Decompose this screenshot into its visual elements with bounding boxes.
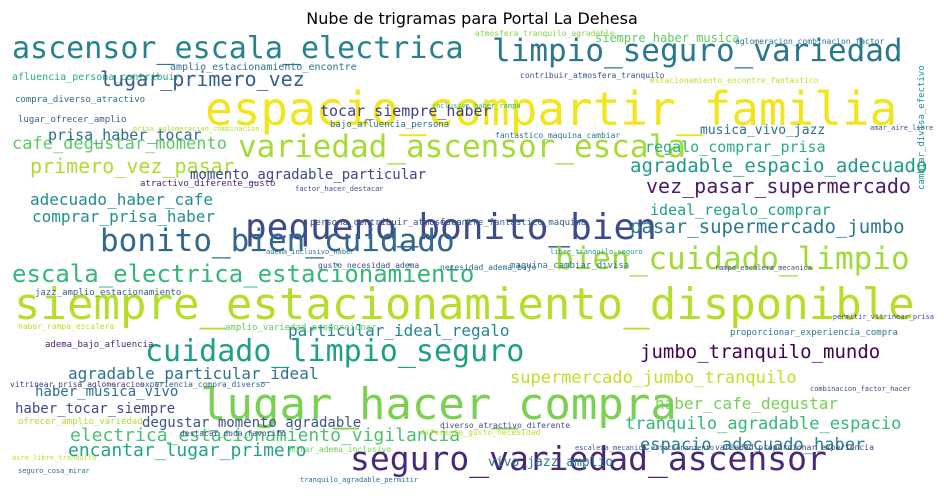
cloud-word: vez_pasar_supermercado [646, 174, 911, 198]
cloud-word: libre_tranquilo_seguro [550, 248, 643, 256]
cloud-word: ofrecer_amplio_variedad [18, 417, 143, 427]
cloud-word: espacio_compartir_familia [205, 82, 898, 136]
cloud-word: vitrinear_prisa_aglomeracion [10, 380, 145, 389]
cloud-word: inclusivo_haber_rampa [432, 102, 521, 110]
cloud-word: amplio_variedad_proporcionar [225, 323, 377, 333]
cloud-word: bonito_bien_cuidado [100, 223, 455, 259]
cloud-word: variedad_proporcionar_experiencia [715, 443, 874, 452]
cloud-word: agradable_espacio_adecuado [630, 155, 928, 177]
cloud-word: contribuir_atmosfera_tranquilo [520, 71, 665, 80]
cloud-word: gusto_necesidad_adema [318, 261, 420, 270]
cloud-word: proporcionar_experiencia_compra [730, 328, 898, 338]
cloud-word: amar_aire_libre [870, 124, 934, 132]
cloud-word: limpio_seguro_variedad [492, 33, 903, 69]
cloud-word: espacio_adecuado_haber [640, 435, 866, 455]
cloud-word: diverso_atractivo_diferente [440, 421, 571, 430]
cloud-word: atractivo_diferente_gusto [140, 179, 276, 189]
cloud-word: aire_libre_tranquilo [12, 454, 97, 462]
cloud-word: haber_tocar_siempre [15, 401, 176, 417]
cloud-word: escala_electrica_estacionamiento [12, 260, 475, 288]
chart-title: Nube de trigramas para Portal La Dehesa [306, 9, 638, 28]
cloud-word: encontre_fantastico_maquina [440, 218, 587, 228]
cloud-word: combinacion_factor_hacer [810, 385, 912, 393]
cloud-word: lugar_ofrecer_amplio [18, 115, 127, 125]
cloud-word: cambiar_divisa_efectivo [917, 65, 927, 190]
cloud-word: diferente_gusto_necesidad [420, 428, 541, 437]
word-cloud-canvas [10, 35, 934, 484]
cloud-word: comprar_prisa_haber [32, 207, 216, 226]
cloud-word: particular_ideal_regalo [288, 321, 510, 340]
cloud-word: ideal_regalo_comprar [650, 201, 831, 219]
cloud-word: compra_diverso_atractivo [15, 95, 146, 105]
cloud-word: seguro_cosa_mirar [18, 467, 90, 475]
cloud-word: momento_agradable_particular [190, 167, 427, 183]
cloud-word: necesidad_adema_bajo [440, 263, 537, 272]
cloud-word: bien_cuidado_limpio [555, 241, 910, 277]
cloud-word: experiencia_compra_diverso [140, 380, 266, 389]
cloud-word: ascensor_escala_electrica [12, 31, 464, 66]
cloud-word: amplio_estacionamiento_encontre [170, 62, 357, 73]
cloud-word: primero_vez_pasar [30, 154, 235, 178]
cloud-word: prisa_aglomeracion_combinacion [133, 125, 260, 133]
cloud-word: prisa_haber_tocar [48, 126, 202, 144]
cloud-word: cafe_degustar_momento [12, 134, 227, 154]
cloud-word: supermercado_jumbo_tranquilo [510, 368, 797, 388]
cloud-word: mirar_adema_inclusivo [290, 445, 392, 454]
cloud-word: haber_cafe_degustar [655, 394, 839, 413]
cloud-word: regalo_comprar_prisa [645, 138, 826, 156]
cloud-word: maquina_cambiar_divisa [510, 261, 630, 271]
cloud-word: degustar_momento_agradable [142, 415, 362, 431]
cloud-word: destacar_duda_favorito [180, 429, 286, 438]
cloud-word: haber_rampa_escalera [18, 322, 115, 331]
cloud-word: aglomeracion_combinacion_factor [735, 37, 885, 46]
cloud-word: persona_contribuir_atmosfera [310, 218, 462, 228]
cloud-word: lugar_hacer_compra [200, 379, 677, 430]
cloud-word: atmosfera_tranquilo_agradable [475, 29, 615, 38]
cloud-word: rampa_escalera_mecanica [715, 264, 812, 272]
cloud-word: variedad_ascensor_escala [238, 129, 686, 165]
cloud-word: tranquilo_agradable_permitir [300, 476, 419, 484]
cloud-word: pequeno_bonito_bien [245, 207, 657, 248]
cloud-word: agradable_particular_ideal [68, 364, 319, 383]
cloud-word: haber_musica_vivo [35, 384, 179, 400]
cloud-word: tranquilo_agradable_espacio [625, 414, 902, 434]
cloud-word: adema_inclusivo_haber [266, 248, 355, 256]
cloud-word: jumbo_tranquilo_mundo [640, 341, 881, 363]
cloud-word: bajo_afluencia_persona [330, 120, 450, 130]
cloud-word: seguro_variedad_ascensor [350, 439, 827, 478]
cloud-word: lugar_primero_vez [100, 67, 305, 91]
cloud-word: permitir_vitrinear_prisa [832, 313, 934, 321]
cloud-word: electrica_estacionamiento_vigilancia [70, 425, 461, 446]
cloud-word: musica_vivo_jazz [700, 123, 826, 138]
cloud-word: siempre_haber_musica [595, 31, 740, 45]
cloud-word: encantar_lugar_primero [68, 440, 307, 461]
cloud-word: tocar_siempre_haber [320, 102, 492, 120]
cloud-word: pasar_supermercado_jumbo [630, 216, 905, 238]
cloud-word: siempre_estacionamiento_disponible [14, 279, 915, 330]
cloud-word: estacionamiento_encontre_fantastico [650, 76, 819, 85]
cloud-word: adema_bajo_afluencia [45, 340, 154, 350]
cloud-word: vivo_jazz_amplio [488, 455, 614, 470]
cloud-word: escalera_mecanica_estacionamiento [575, 444, 715, 452]
cloud-word: afluencia_persona_contribuir [12, 72, 181, 83]
cloud-word: jazz_amplio_estacionamiento [35, 288, 182, 298]
cloud-word: adecuado_haber_cafe [30, 190, 214, 209]
cloud-word: fantastico_maquina_cambiar [495, 131, 621, 140]
cloud-word: cuidado_limpio_seguro [145, 334, 525, 369]
cloud-word: factor_hacer_destacar [295, 185, 384, 193]
